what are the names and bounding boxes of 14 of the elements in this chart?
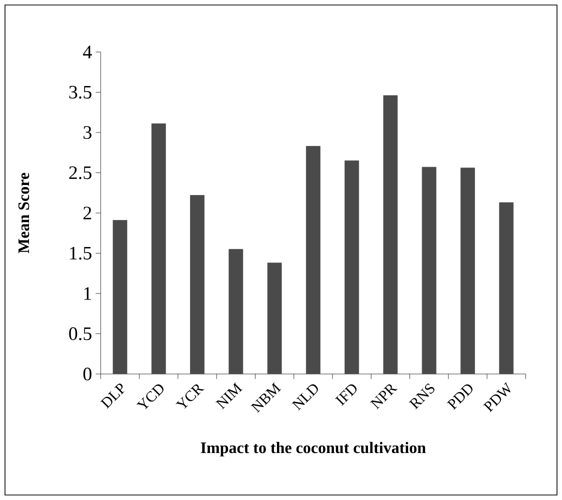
y-tick-label: 4 — [83, 46, 92, 58]
x-axis-title: Impact to the coconut cultivation — [200, 442, 426, 456]
y-tick-label: 2.5 — [69, 166, 92, 180]
y-tick-label: 0.5 — [69, 327, 92, 340]
y-tick-label: 0 — [83, 368, 92, 380]
y-tick-label: 3 — [84, 126, 92, 139]
x-tick-label: YCD — [136, 384, 164, 410]
x-tick-label: IFD — [335, 384, 357, 406]
y-tick-label: 2 — [83, 206, 92, 220]
x-tick-label: YCR — [176, 384, 204, 409]
y-tick-label: 3.5 — [69, 86, 92, 99]
y-axis-title: Mean Score — [18, 172, 30, 254]
y-tick-label: 1.5 — [70, 246, 92, 260]
y-tick-label: 1 — [84, 287, 92, 300]
